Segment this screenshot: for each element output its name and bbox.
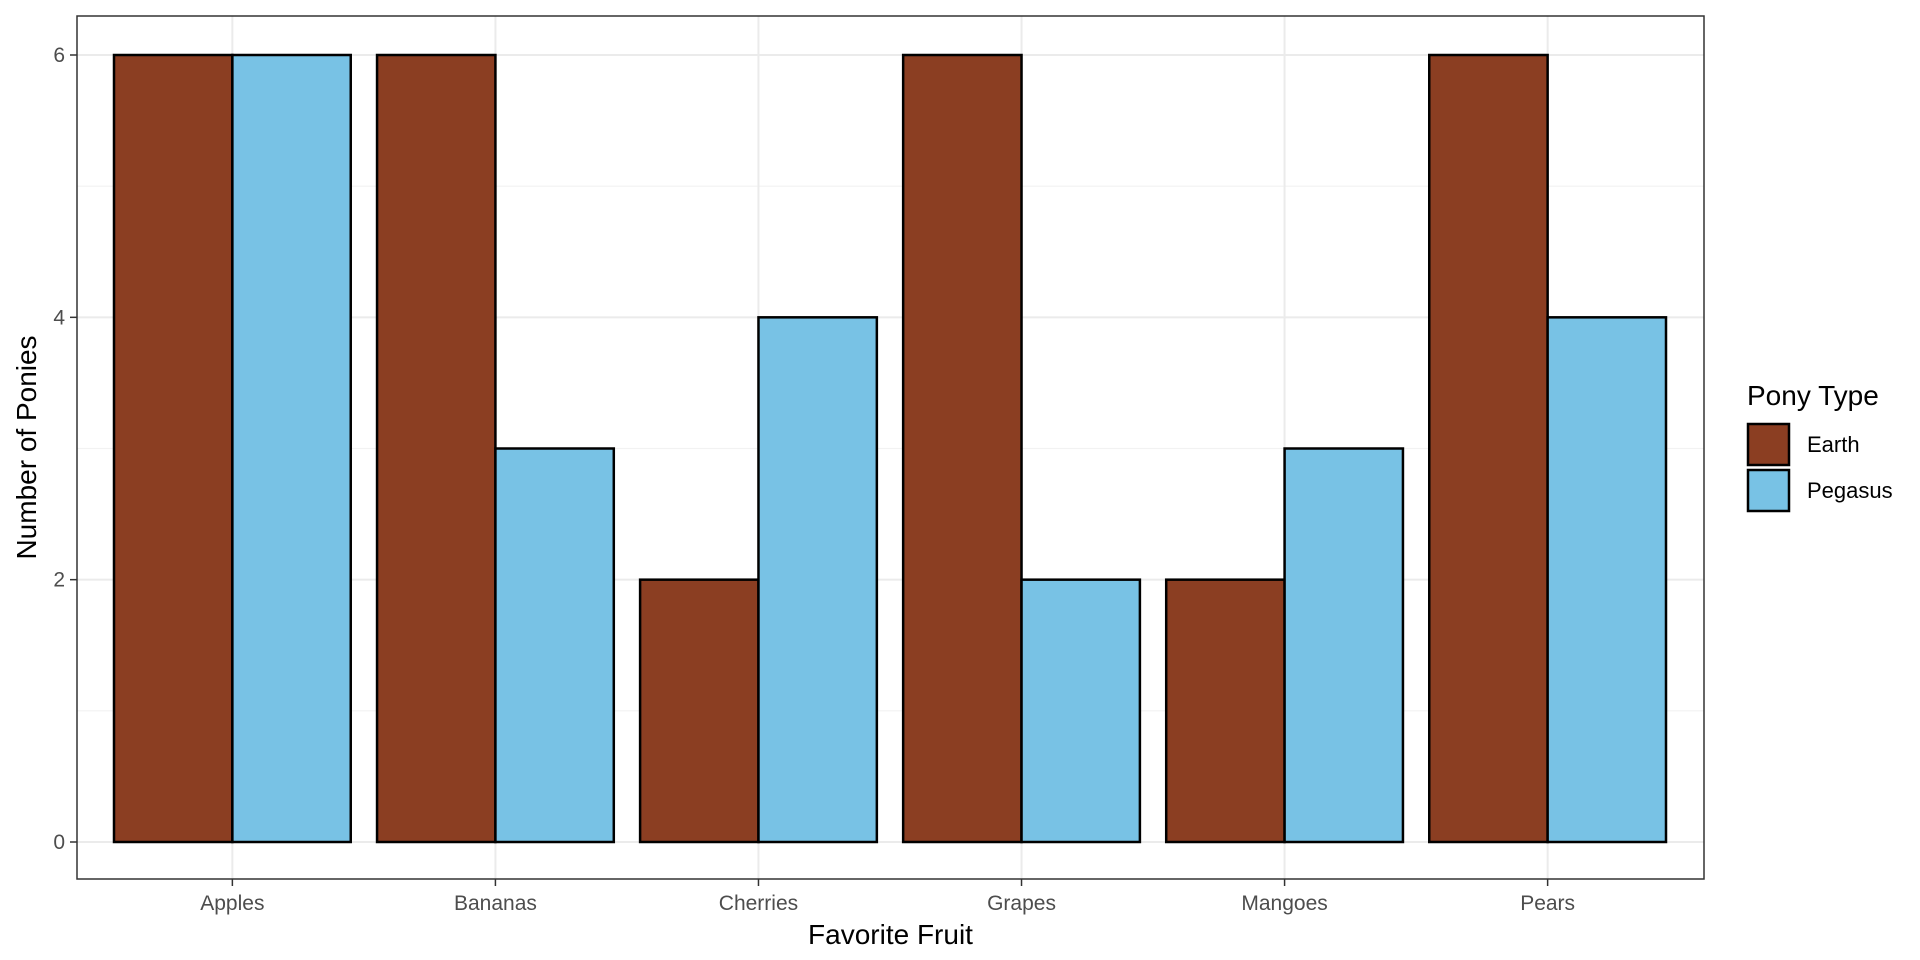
legend: Pony Type Earth Pegasus — [1746, 380, 1893, 513]
bar-earth-mangoes — [1164, 578, 1286, 844]
bar-earth-bananas — [375, 53, 497, 844]
x-tick-label: Mangoes — [1241, 892, 1327, 915]
x-tick-label: Apples — [200, 892, 264, 915]
bar-pegasus-cherries — [757, 316, 879, 844]
y-tick-label: 2 — [53, 569, 65, 592]
legend-title: Pony Type — [1747, 380, 1879, 411]
y-axis-title: Number of Ponies — [11, 335, 42, 559]
bar-pegasus-mangoes — [1283, 447, 1405, 844]
bar-pegasus-bananas — [494, 447, 616, 844]
x-tick-label: Cherries — [719, 892, 798, 915]
x-axis-title: Favorite Fruit — [808, 919, 973, 950]
x-tick-label: Bananas — [454, 892, 537, 915]
y-tick-label: 0 — [53, 831, 65, 854]
x-axis: Apples Bananas Cherries Grapes Mangoes Pears — [200, 879, 1575, 915]
bar-pegasus-grapes — [1020, 578, 1142, 844]
legend-label-pegasus: Pegasus — [1807, 478, 1893, 503]
y-axis: 0 2 4 6 — [53, 44, 77, 854]
legend-key-earth — [1746, 422, 1791, 467]
bar-earth-pears — [1428, 53, 1549, 844]
bar-earth-apples — [112, 53, 234, 844]
bar-pegasus-apples — [231, 53, 352, 844]
legend-key-pegasus — [1746, 468, 1791, 513]
legend-label-earth: Earth — [1807, 432, 1860, 457]
x-tick-label: Grapes — [987, 892, 1056, 915]
bar-earth-grapes — [901, 53, 1023, 844]
y-tick-label: 6 — [53, 44, 65, 67]
bar-pegasus-pears — [1546, 316, 1668, 844]
bar-earth-cherries — [638, 578, 760, 844]
x-tick-label: Pears — [1520, 892, 1575, 915]
y-tick-label: 4 — [53, 306, 65, 329]
panel-border — [76, 15, 1705, 880]
bars — [112, 53, 1668, 844]
